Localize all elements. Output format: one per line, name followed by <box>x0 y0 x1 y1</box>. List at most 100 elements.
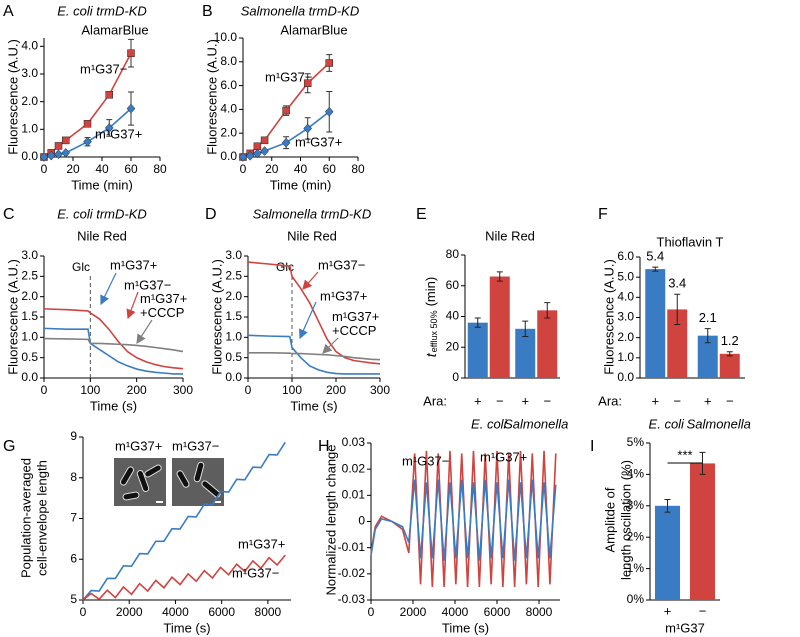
chart-title: Salmonella trmD-KD <box>253 206 371 221</box>
y-tick-label: 2.0 <box>220 125 237 139</box>
y-tick-label: 4% <box>627 467 645 481</box>
marker <box>83 136 92 147</box>
series-label: m¹G37− <box>80 61 127 76</box>
y-axis-label: Amplitde of <box>602 487 617 552</box>
y-tick-label: 3.0 <box>21 66 38 80</box>
y-tick-label: 0.5 <box>225 350 242 364</box>
bar <box>655 505 680 600</box>
x-tick-label: 20 <box>265 162 279 176</box>
series-line <box>82 441 286 601</box>
cell <box>144 464 162 478</box>
marker <box>253 148 262 159</box>
x-tick-label: 60 <box>124 162 138 176</box>
series-line <box>370 450 557 587</box>
y-tick-label: -0.02 <box>338 566 366 580</box>
marker <box>245 150 255 161</box>
series-label: m¹G37− <box>265 69 312 84</box>
x-tick-label: 0 <box>41 383 48 397</box>
y-tick-label: 2.0 <box>225 289 242 303</box>
series-label: m¹G37− <box>402 453 449 468</box>
y-tick-label: 0.0 <box>225 370 242 384</box>
x-axis-label: Time (s) <box>290 398 337 413</box>
y-tick-label: 4.0 <box>220 102 237 116</box>
error-bar <box>674 293 681 326</box>
marker <box>83 120 92 128</box>
y-tick-label: 0 <box>358 514 365 528</box>
label-arrow <box>136 319 153 345</box>
x-tick-label: 0 <box>368 605 375 619</box>
chart-title: E. coli trmD-KD <box>57 206 147 221</box>
category-label: E. coli <box>471 416 508 431</box>
y-tick-label: 0.0 <box>21 149 38 163</box>
marker <box>127 49 135 57</box>
marker <box>39 152 49 162</box>
series-label: m¹G37+ <box>295 134 342 149</box>
marker <box>54 142 63 150</box>
y-tick-label: 20 <box>446 339 460 353</box>
panel-letter: C <box>3 206 15 223</box>
series-tick-label: + <box>474 393 482 408</box>
series-line <box>43 337 184 353</box>
x-tick-label: 0 <box>80 605 87 619</box>
series-label: m¹G37+ +CCCP <box>140 291 187 320</box>
y-tick-label: 0% <box>627 592 645 606</box>
y-axis-label: cell-envelope length <box>34 460 49 576</box>
y-axis-label: Fluorescence (A.U.) <box>209 259 224 375</box>
value-label: 5.4 <box>646 249 664 264</box>
y-tick-label: 1.5 <box>21 309 38 323</box>
bar <box>489 276 510 378</box>
y-tick-label: 0.0 <box>21 370 38 384</box>
y-tick-label: 1% <box>627 561 645 575</box>
x-tick-label: 0 <box>41 162 48 176</box>
y-tick-label: 5% <box>627 435 645 449</box>
series-tick-label: − <box>496 393 504 408</box>
y-tick-label: 1.5 <box>225 309 242 323</box>
cell <box>120 466 134 486</box>
panel-letter: F <box>598 206 608 223</box>
x-tick-label: 4000 <box>442 605 469 619</box>
y-tick-label: 0.0 <box>617 370 634 384</box>
y-label-part: (min) <box>423 277 438 307</box>
x-tick-label: 200 <box>326 383 346 397</box>
value-label: 3.4 <box>668 276 686 291</box>
y-tick-label: 0 <box>452 370 459 384</box>
y-tick-label: 4.0 <box>21 38 38 52</box>
x-tick-label: 8000 <box>255 605 282 619</box>
marker <box>46 150 56 161</box>
x-tick-label: 40 <box>294 162 308 176</box>
series-line <box>247 261 381 365</box>
y-tick-label: 8 <box>70 470 77 484</box>
y-label-part: efflux 50% <box>429 310 439 352</box>
series-line <box>43 308 184 370</box>
y-tick-label: 0.03 <box>342 435 366 449</box>
value-label: 1.2 <box>721 333 739 348</box>
marker <box>303 123 313 134</box>
series-tick-label: − <box>673 393 681 408</box>
chart-title: E. coli trmD-KD <box>57 3 147 18</box>
chart-title: Salmonella trmD-KD <box>241 3 359 18</box>
series-line <box>248 351 381 361</box>
chart-subtitle: Nile Red <box>77 228 127 243</box>
bar <box>667 309 688 378</box>
y-tick-label: 0.0 <box>220 149 237 163</box>
series-label: m¹G37− <box>124 277 171 292</box>
y-tick-label: 6.0 <box>617 249 634 263</box>
series-label-line: m¹G37+ <box>140 291 187 306</box>
series-tick-label: + <box>521 393 529 408</box>
x-tick-label: 100 <box>80 383 100 397</box>
y-tick-label: 80 <box>446 247 460 261</box>
x-axis-label: Time (s) <box>90 398 137 413</box>
y-axis-label: Population-averaged <box>18 458 33 578</box>
annotation: *** <box>677 447 692 462</box>
series-label: m¹G37+ <box>480 449 527 464</box>
error-bar <box>704 328 711 344</box>
cell <box>122 491 140 501</box>
x-tick-label: 300 <box>370 383 390 397</box>
y-tick-label: 2.0 <box>21 289 38 303</box>
error-bar <box>726 351 733 357</box>
error-bar <box>522 320 529 337</box>
y-tick-label: 40 <box>446 309 460 323</box>
y-tick-label: 10.0 <box>214 30 238 44</box>
x-tick-label: 4000 <box>162 605 189 619</box>
series-axis-label: Ara: <box>598 393 622 408</box>
